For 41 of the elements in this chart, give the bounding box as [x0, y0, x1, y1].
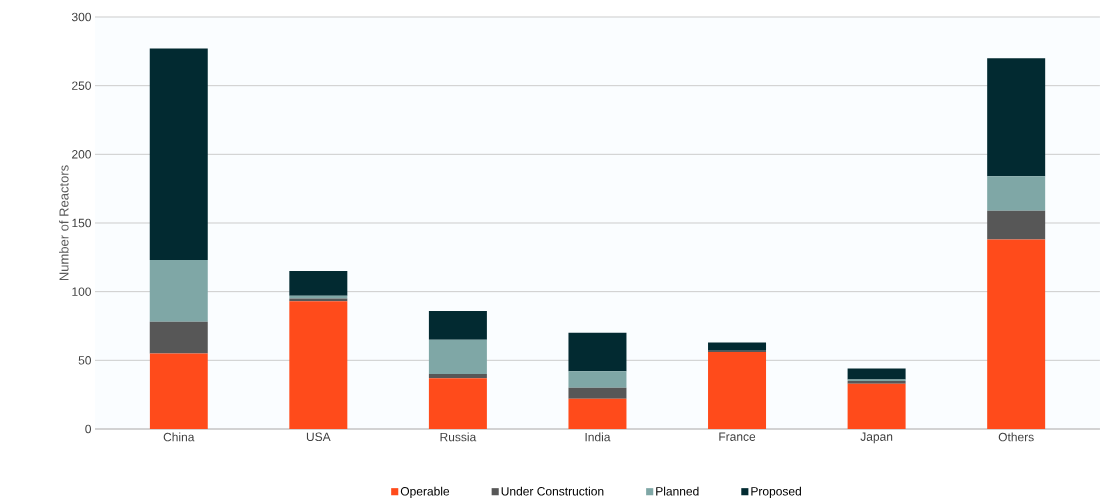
- bar: [568, 387, 627, 399]
- legend-label: Operable: [400, 486, 450, 498]
- y-tick-label: 300: [71, 12, 92, 22]
- bar: [847, 368, 906, 380]
- x-tick-label: Russia: [440, 432, 477, 442]
- bar: [428, 310, 487, 340]
- bar: [568, 398, 627, 429]
- bar: [568, 371, 627, 388]
- bar: [149, 260, 208, 322]
- bar: [987, 210, 1046, 240]
- y-tick-label: 150: [72, 218, 92, 228]
- bar: [428, 339, 487, 375]
- bar: [987, 176, 1046, 211]
- x-tick-label: China: [163, 432, 195, 442]
- bar: [428, 378, 487, 429]
- x-tick-label: India: [585, 432, 611, 442]
- bar: [708, 342, 767, 351]
- bar: [289, 301, 348, 429]
- bar: [708, 352, 767, 429]
- bar: [987, 239, 1046, 429]
- bar: [847, 383, 906, 429]
- legend-label: Proposed: [751, 486, 801, 498]
- legend-label: Planned: [656, 486, 699, 496]
- x-tick-label: Japan: [860, 432, 893, 444]
- bar: [149, 48, 208, 261]
- bar: [289, 271, 348, 296]
- bar: [428, 374, 487, 379]
- x-tick-label: USA: [306, 432, 331, 442]
- bar: [568, 332, 627, 372]
- bar: [987, 58, 1046, 177]
- bar: [149, 321, 208, 354]
- y-tick-label: 200: [72, 150, 92, 159]
- x-tick-label: Others: [998, 432, 1034, 442]
- legend-label: Under Construction: [501, 486, 604, 496]
- y-tick-label: 0: [85, 424, 92, 434]
- y-axis-title: Number of Reactors: [59, 165, 69, 281]
- bar: [149, 353, 208, 429]
- y-tick-label: 100: [72, 287, 92, 296]
- y-tick-label: 250: [72, 81, 92, 90]
- y-tick-label: 50: [78, 356, 92, 365]
- x-tick-label: France: [719, 432, 756, 441]
